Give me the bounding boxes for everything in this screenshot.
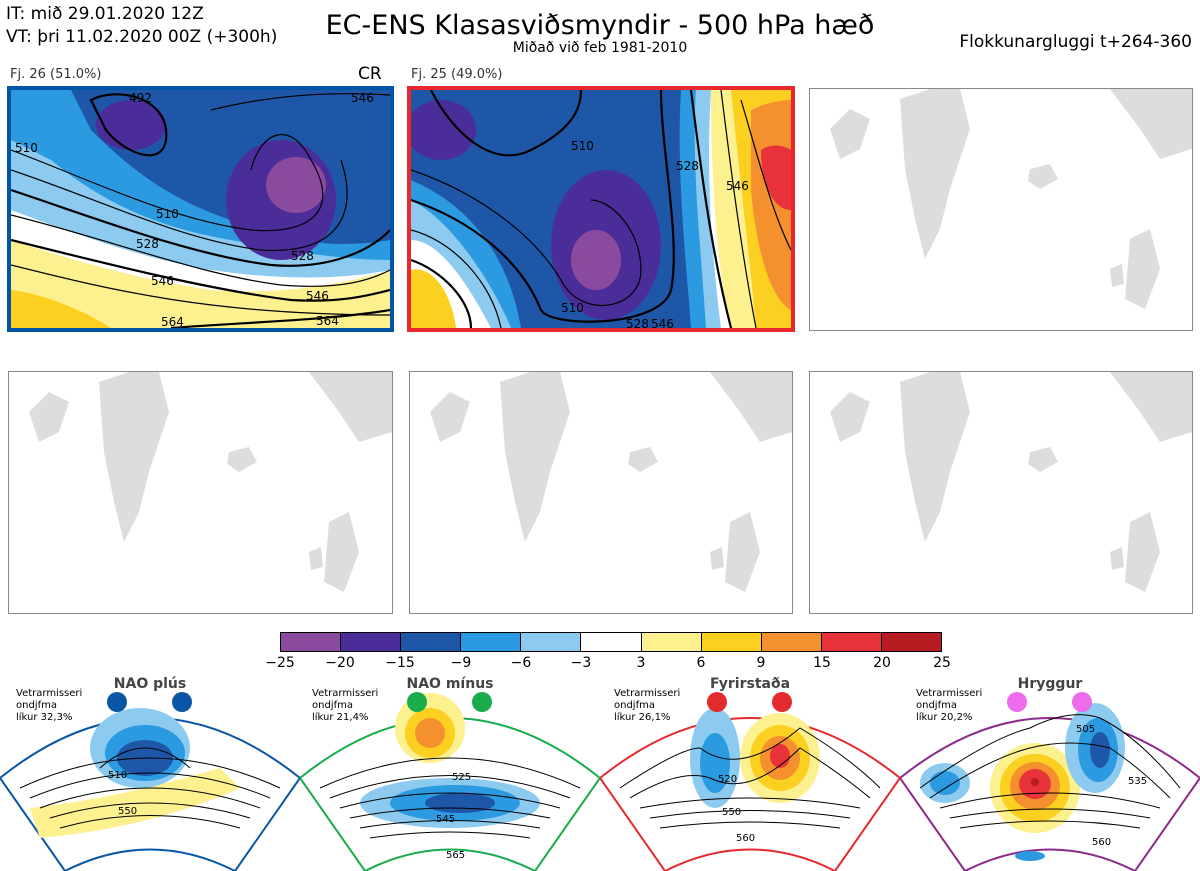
regime-1-map: 510 550: [0, 692, 300, 871]
colorbar-tick-1: −20: [325, 655, 355, 671]
regime-4-info: Vetrarmisseri ondjfma líkur 20,2%: [916, 688, 982, 724]
colorbar-swatch-5: [581, 633, 642, 651]
colorbar-swatch-3: [461, 633, 522, 651]
colorbar-tick-9: 15: [813, 655, 831, 671]
cluster-1-label: Fj. 26 (51.0%): [10, 67, 102, 82]
regime-2-contour-1: 545: [436, 814, 455, 825]
cluster-1-contour-label-9: 564: [161, 315, 184, 328]
regime-2-name: NAO mínus: [406, 676, 494, 692]
cluster-1-contour-label-6: 510: [15, 141, 38, 155]
colorbar-swatch-6: [641, 633, 702, 651]
regime-1-dot-b: [172, 692, 192, 712]
regime-3-contour-0: 520: [718, 774, 737, 785]
regime-4-map: 505 535 560: [900, 692, 1200, 871]
regime-1-info-line-3: líkur 32,3%: [16, 712, 73, 723]
regime-3-info-line-3: líkur 26,1%: [614, 712, 671, 723]
page-title: EC-ENS Klasasviðsmyndir - 500 hPa hæð: [325, 10, 875, 41]
colorbar-swatch-10: [881, 633, 942, 651]
cluster-2-contour-label-1: 528: [676, 159, 699, 173]
cluster-2-contour-label-4: 528: [626, 317, 649, 328]
cluster-1-map: 492 510 528 546 546 564 510 528 546 564: [7, 86, 394, 332]
regime-2-info: Vetrarmisseri ondjfma líkur 21,4%: [312, 688, 378, 724]
cluster-1-contour-label-8: 546: [351, 91, 374, 105]
regime-2-contour-2: 565: [446, 850, 465, 861]
colorbar-tick-4: −6: [510, 655, 532, 671]
colorbar-swatch-0: [281, 633, 342, 651]
cluster-1-contour-label-0: 492: [129, 91, 152, 105]
cluster-1-tag: CR: [358, 64, 382, 84]
regime-1-info-line-1: Vetrarmisseri: [16, 688, 83, 699]
colorbar-tick-2: −15: [385, 655, 415, 671]
regime-2-info-line-3: líkur 21,4%: [312, 712, 369, 723]
colorbar-swatch-9: [821, 633, 882, 651]
regime-3-name: Fyrirstaða: [709, 676, 791, 692]
regime-4-dot-a: [1007, 692, 1027, 712]
regime-4-contour-1: 535: [1128, 776, 1147, 787]
regime-1-info-line-2: ondjfma: [16, 700, 57, 711]
regime-1-info: Vetrarmisseri ondjfma líkur 32,3%: [16, 688, 82, 724]
cluster-1-contour-label-4: 546: [306, 289, 329, 303]
valid-time: VT: þri 11.02.2020 00Z (+300h): [6, 27, 278, 47]
regime-1-dot-a: [107, 692, 127, 712]
regime-3-map: 520 550 560: [600, 692, 900, 871]
colorbar-tick-11: 25: [933, 655, 951, 671]
regime-3-dot-a: [707, 692, 727, 712]
cluster-2-label: Fj. 25 (49.0%): [411, 67, 503, 82]
regime-2-contour-0: 525: [452, 772, 471, 783]
regime-4-info-line-3: líkur 20,2%: [916, 712, 973, 723]
page-subtitle: Miðað við feb 1981-2010: [512, 40, 688, 56]
cluster-2-contour-label-2: 546: [726, 179, 749, 193]
empty-map-panel-5: [409, 371, 793, 614]
regime-4-name: Hryggur: [1017, 676, 1083, 692]
cluster-1-contour-label-5: 564: [316, 314, 339, 328]
cluster-1-contour-label-1: 510: [156, 207, 179, 221]
regime-2-map: 525 545 565: [300, 692, 600, 871]
regime-4-dot-b: [1072, 692, 1092, 712]
cluster-2-map: 510 528 546 510 528 546: [407, 86, 795, 332]
regime-2-info-line-1: Vetrarmisseri: [312, 688, 379, 699]
colorbar-tick-5: −3: [570, 655, 592, 671]
cluster-1-contour-label-7: 528: [291, 249, 314, 263]
regime-1-contour-0: 510: [108, 770, 127, 781]
colorbar-swatch-4: [521, 633, 582, 651]
colorbar-tick-10: 20: [873, 655, 891, 671]
regime-3-dot-b: [772, 692, 792, 712]
cluster-2-contour-label-3: 510: [561, 301, 584, 315]
classification-window: Flokkunargluggi t+264-360: [959, 32, 1192, 52]
regime-3-contour-1: 550: [722, 807, 741, 818]
colorbar-tick-3: −9: [450, 655, 472, 671]
regime-1-name: NAO plús: [113, 676, 187, 692]
colorbar-tick-8: 9: [756, 655, 766, 671]
cluster-2-contour-label-0: 510: [571, 139, 594, 153]
regime-3-info: Vetrarmisseri ondjfma líkur 26,1%: [614, 688, 680, 724]
colorbar-swatch-7: [701, 633, 762, 651]
empty-map-panel-3: [809, 88, 1193, 331]
cluster-1-contour-label-3: 546: [151, 274, 174, 288]
regime-2-dot-b: [472, 692, 492, 712]
cluster-2-contour-label-5: 546: [651, 317, 674, 328]
colorbar-tick-0: −25: [265, 655, 295, 671]
regime-4-info-line-2: ondjfma: [916, 700, 957, 711]
initial-time: IT: mið 29.01.2020 12Z: [6, 4, 204, 24]
empty-map-panel-6: [809, 371, 1193, 614]
colorbar-tick-7: 6: [696, 655, 706, 671]
regime-3-info-line-2: ondjfma: [614, 700, 655, 711]
regime-4-info-line-1: Vetrarmisseri: [916, 688, 983, 699]
regime-4-contour-2: 560: [1092, 837, 1111, 848]
colorbar-tick-6: 3: [636, 655, 646, 671]
colorbar-swatch-8: [761, 633, 822, 651]
empty-map-panel-4: [8, 371, 393, 614]
regime-1-contour-1: 550: [118, 806, 137, 817]
cluster-1-contour-label-2: 528: [136, 237, 159, 251]
colorbar-swatch-1: [341, 633, 402, 651]
regime-2-info-line-2: ondjfma: [312, 700, 353, 711]
regime-2-dot-a: [407, 692, 427, 712]
regime-3-contour-2: 560: [736, 833, 755, 844]
regime-3-info-line-1: Vetrarmisseri: [614, 688, 681, 699]
colorbar-swatch-2: [401, 633, 462, 651]
regime-4-contour-0: 505: [1076, 724, 1095, 735]
colorbar: [280, 632, 942, 652]
